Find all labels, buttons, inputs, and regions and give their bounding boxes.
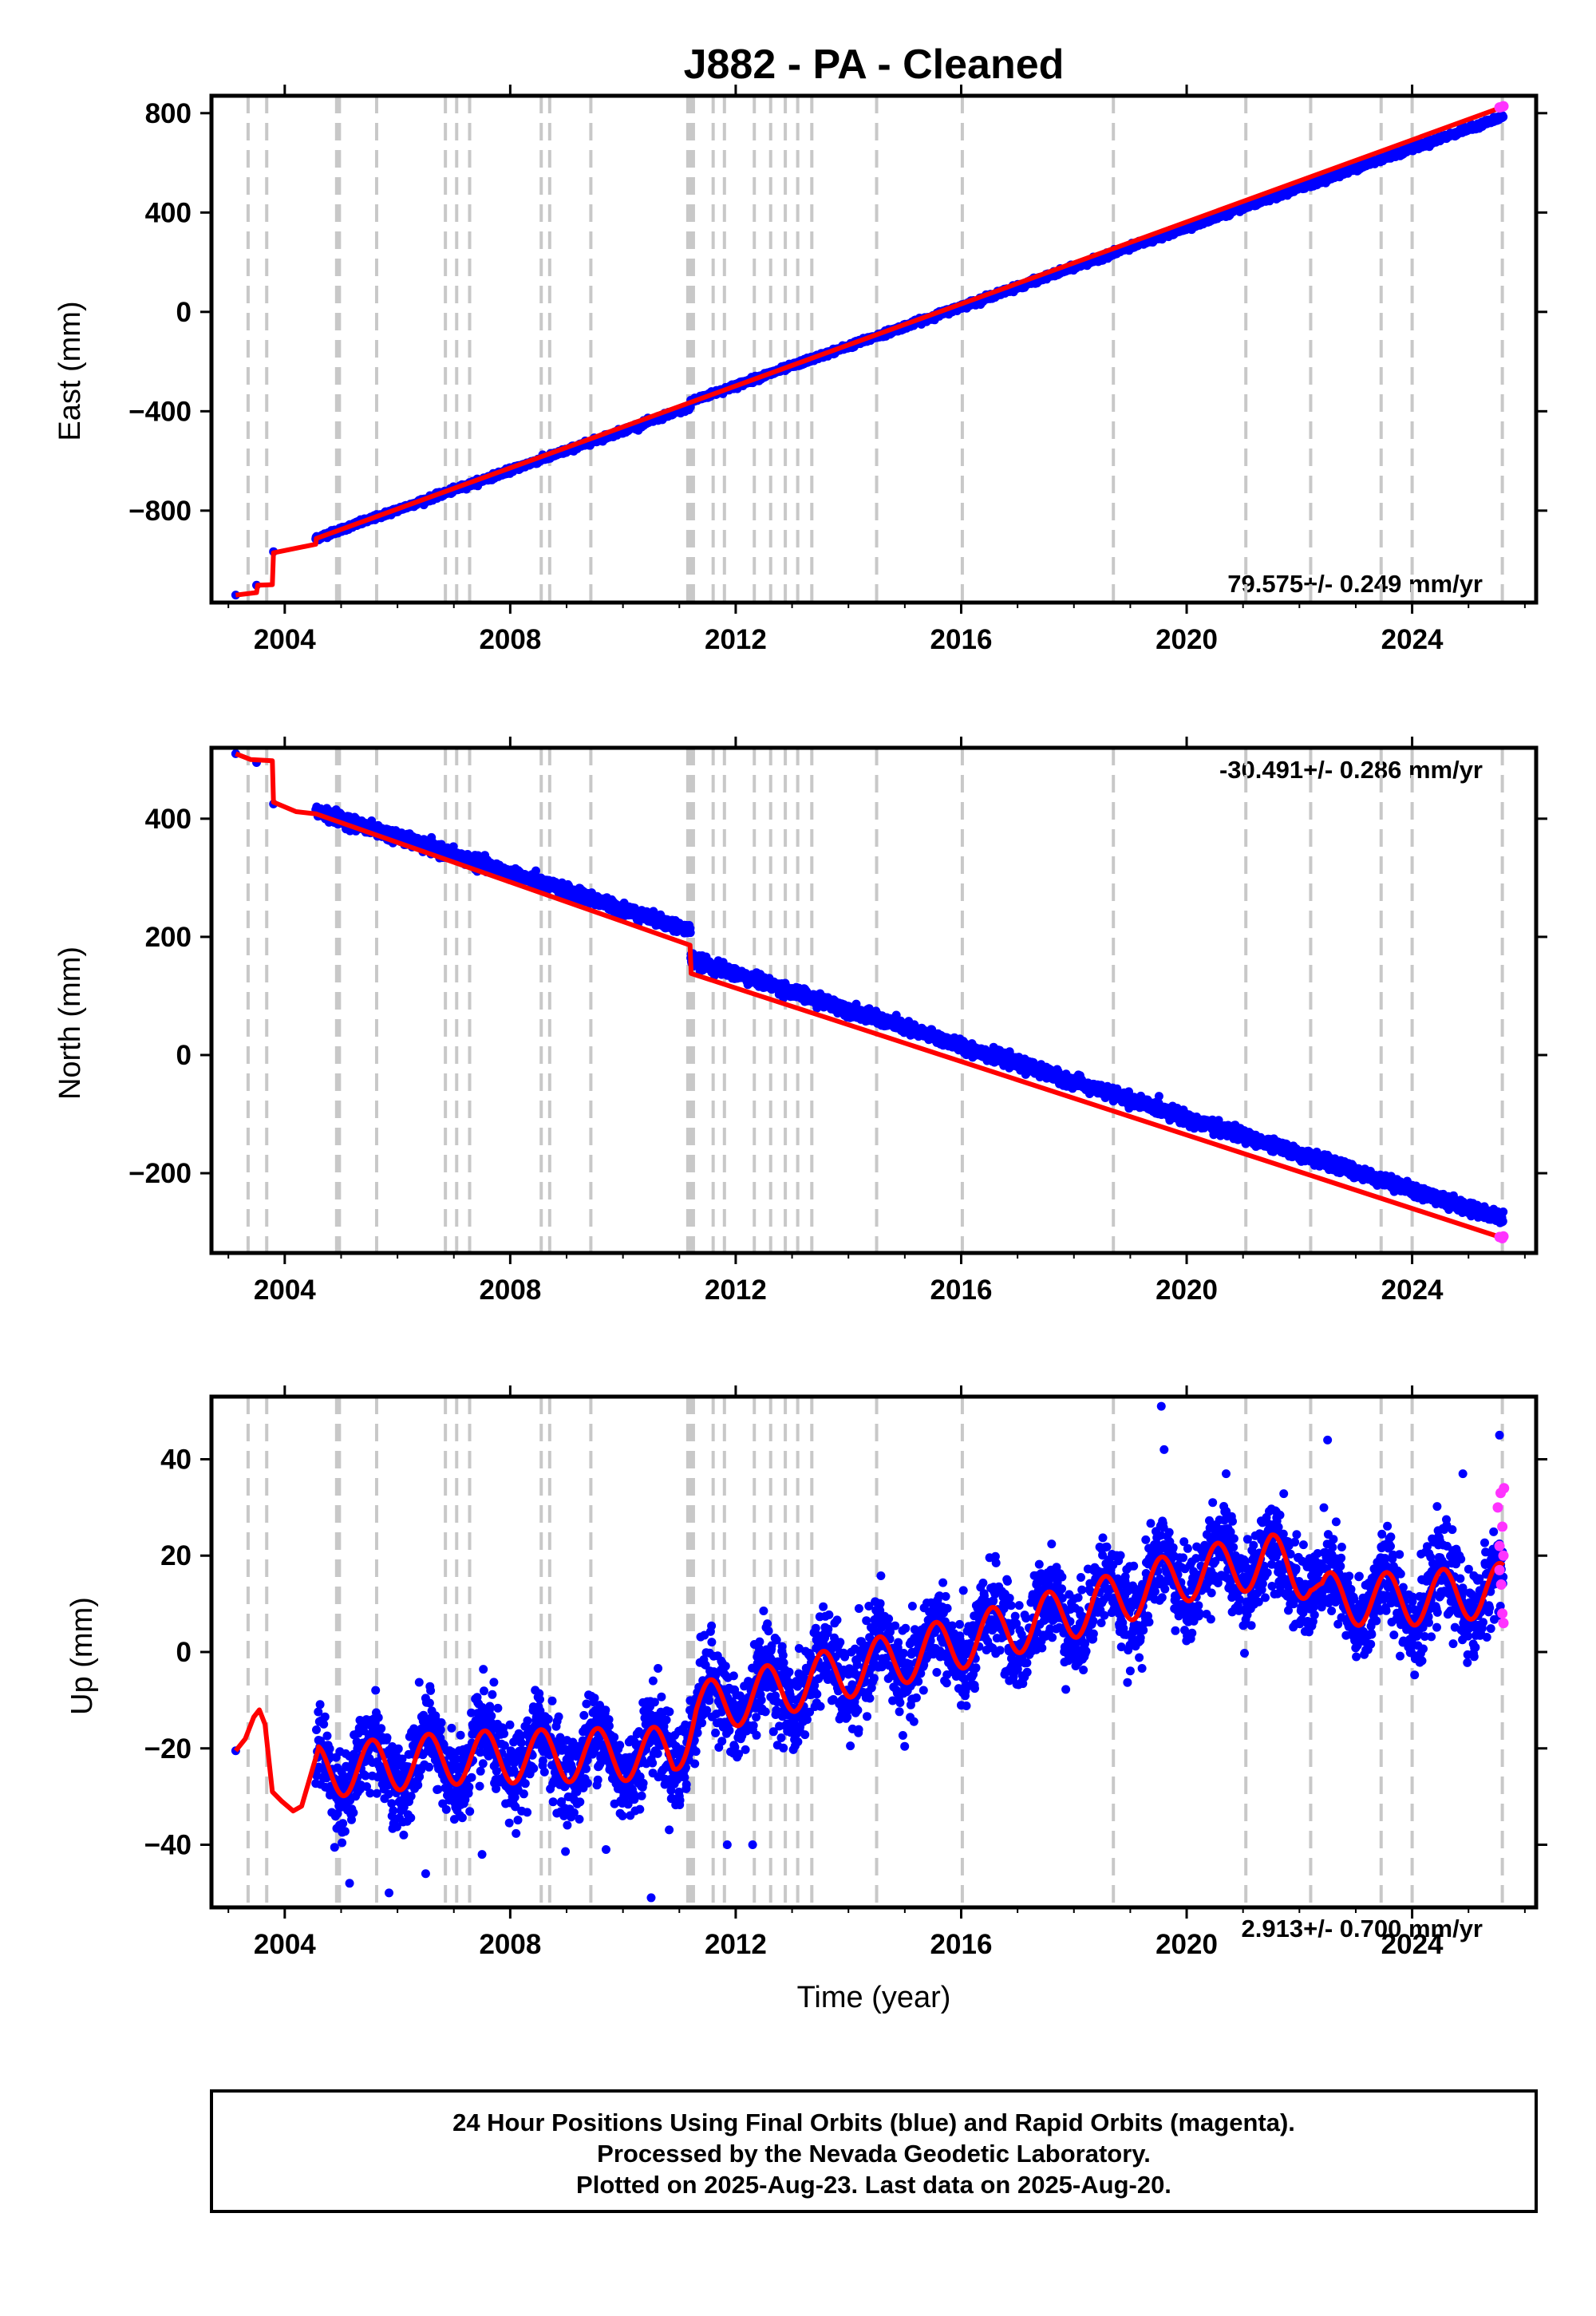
east-x-tick-label: 2012 <box>705 624 767 655</box>
north-rate-label: -30.491+/- 0.286 mm/yr <box>1219 756 1483 784</box>
east-y-tick-label: 400 <box>145 197 192 228</box>
east-panel: East (mm) 79.575+/- 0.249 mm/yr 2004 2008… <box>53 85 1547 655</box>
east-y-tick-label: −800 <box>128 496 192 527</box>
east-x-tick-label: 2016 <box>930 624 993 655</box>
east-y-tick-label: −400 <box>128 396 192 427</box>
north-y-axis-label: North (mm) <box>53 947 87 1100</box>
east-rapid-point <box>1498 101 1509 112</box>
east-y-axis-label: East (mm) <box>53 301 87 441</box>
east-y-tick-label: 0 <box>176 297 192 328</box>
north-final-points <box>231 749 1508 1227</box>
east-x-tick-label: 2004 <box>254 624 316 655</box>
east-x-tick-label: 2008 <box>479 624 541 655</box>
east-y-tick-label: 800 <box>145 98 192 129</box>
chart-title: J882 - PA - Cleaned <box>684 41 1065 88</box>
east-x-tick-label: 2024 <box>1381 624 1444 655</box>
east-final-points <box>231 111 1508 600</box>
east-data-point <box>1499 113 1508 121</box>
north-panel: North (mm) -30.491+/- 0.286 mm/yr 2004 20… <box>53 737 1547 1306</box>
east-x-tick-label: 2020 <box>1156 624 1218 655</box>
east-rate-label: 79.575+/- 0.249 mm/yr <box>1227 570 1483 598</box>
